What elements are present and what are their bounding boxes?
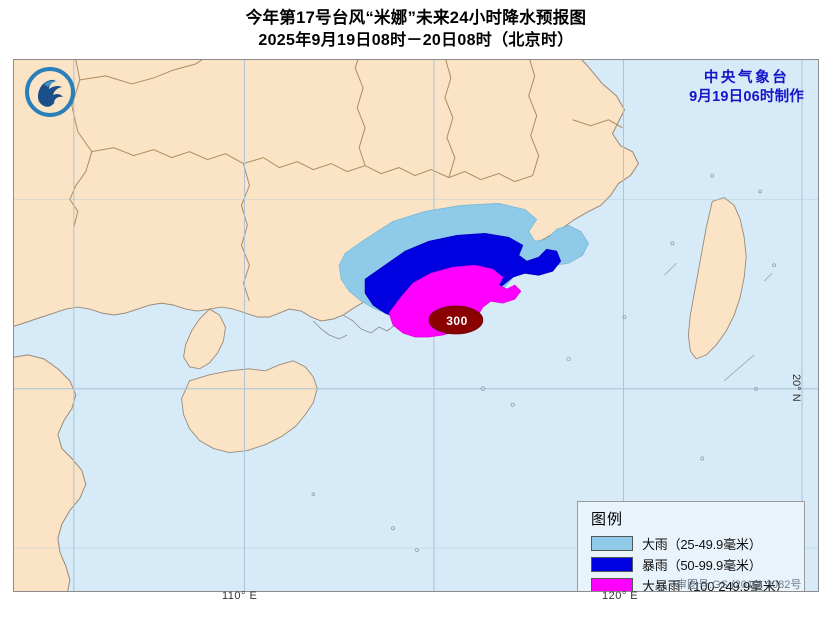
contour-value-label: 300 [436,311,478,331]
longitude-label-110: 110° E [222,590,258,602]
legend-label-heavy-rain: 大雨（25-49.9毫米） [642,536,762,552]
legend-title: 图例 [591,511,624,528]
forecast-map[interactable]: 中央气象台 9月19日06时制作 300 图例 大雨（25-49.9毫米） 暴雨… [13,59,819,592]
map-approval-number: 审图号:GS (2019) 3082号 [676,579,802,591]
legend-item-rainstorm: 暴雨（50-99.9毫米） [591,554,804,574]
leizhou-peninsula [183,308,226,370]
longitude-label-120: 120° E [602,590,639,602]
legend-label-severe-rainstorm: 大暴雨（100-249.9毫米） [642,578,789,592]
page-title: 今年第17号台风“米娜”未来24小时降水预报图 2025年9月19日08时－20… [0,8,832,51]
sea-islets [311,173,776,552]
legend-label-rainstorm: 暴雨（50-99.9毫米） [642,557,762,573]
issuer-time: 9月19日06时制作 [689,88,804,105]
legend-swatch-heavy-rain [591,535,633,551]
cma-dragon-logo [25,67,75,117]
issuer-name: 中央气象台 [703,70,790,86]
legend-swatch-rainstorm [591,556,633,572]
indochina-landmass [14,354,87,591]
latitude-label-20: 20° N [790,374,802,402]
contour-severe-rainstorm [388,264,522,338]
legend-panel: 图例 大雨（25-49.9毫米） 暴雨（50-99.9毫米） 大暴雨（100-2… [577,501,805,592]
title-line-2: 2025年9月19日08时－20日08时（北京时） [258,31,574,49]
taiwan-island [687,196,747,360]
map-canvas [14,60,818,591]
legend-item-severe-rainstorm: 大暴雨（100-249.9毫米） [591,575,804,592]
title-line-1: 今年第17号台风“米娜”未来24小时降水预报图 [245,9,587,27]
hainan-island [181,360,318,453]
issuer-label: 中央气象台 9月19日06时制作 [689,69,804,106]
legend-swatch-severe-rainstorm [591,577,633,591]
legend-item-heavy-rain: 大雨（25-49.9毫米） [591,533,804,553]
